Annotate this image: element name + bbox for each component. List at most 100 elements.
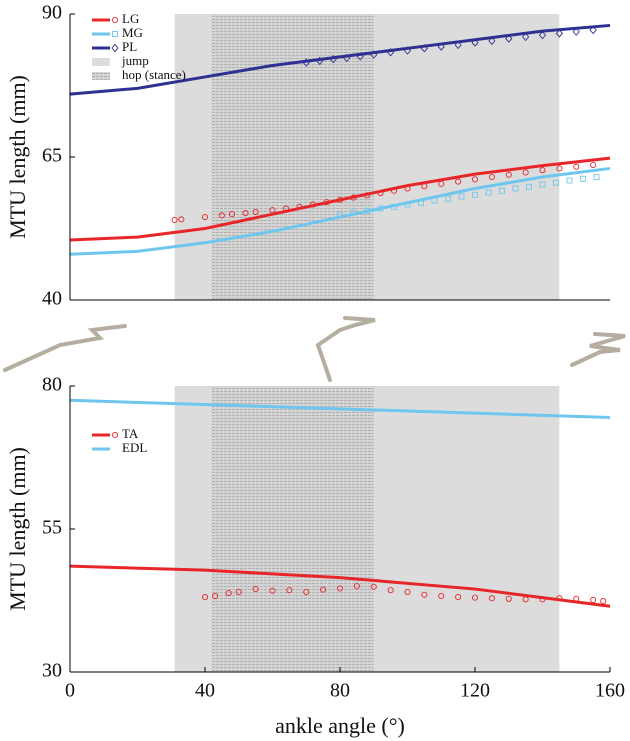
marker (522, 596, 529, 603)
marker (404, 201, 411, 208)
marker (539, 167, 546, 174)
marker (445, 195, 451, 202)
marker (573, 595, 580, 602)
marker (455, 594, 462, 601)
marker (390, 187, 398, 194)
marker (377, 205, 384, 212)
x-tick-label: 0 (65, 680, 75, 702)
marker (471, 594, 479, 601)
x-tick-label: 160 (595, 680, 625, 702)
marker (512, 185, 519, 192)
marker (526, 183, 532, 190)
legend-label: hop (stance) (122, 67, 186, 82)
marker (505, 595, 512, 602)
marker (421, 183, 428, 190)
marker (235, 588, 242, 595)
marker (458, 193, 465, 200)
series-line (69, 398, 611, 419)
marker (337, 211, 343, 218)
series-line (69, 564, 611, 608)
marker (111, 431, 119, 439)
series-line (69, 156, 611, 242)
marker (296, 203, 303, 210)
marker (343, 53, 351, 63)
marker (370, 50, 378, 59)
marker (590, 161, 597, 169)
marker (488, 595, 495, 602)
marker (112, 31, 118, 37)
marker (437, 42, 445, 51)
marker (309, 201, 317, 208)
marker (350, 194, 357, 201)
marker (539, 181, 546, 188)
marker (420, 44, 428, 53)
legend-label: MG (122, 25, 143, 40)
bone-right (570, 332, 626, 367)
marker (403, 46, 412, 55)
y-tick-label: 65 (42, 145, 62, 167)
marker (350, 209, 357, 216)
marker (553, 179, 559, 186)
marker (377, 189, 384, 197)
legend-label: PL (122, 39, 137, 54)
y-tick-label: 40 (42, 288, 62, 310)
marker (566, 177, 573, 184)
y-axis-label: MTU length (mm) (5, 75, 30, 239)
marker (455, 178, 462, 185)
marker (242, 210, 249, 217)
marker (269, 587, 276, 594)
marker (438, 180, 445, 187)
marker (364, 207, 370, 214)
legend-swatch (92, 58, 110, 66)
marker (555, 29, 563, 38)
x-tick-label: 40 (195, 680, 215, 702)
marker (600, 598, 607, 605)
marker (505, 171, 512, 178)
marker (302, 58, 310, 67)
marker (421, 591, 428, 598)
marker (580, 175, 586, 182)
marker (538, 30, 547, 40)
marker (228, 211, 236, 218)
marker (522, 32, 530, 42)
marker (485, 189, 492, 196)
marker (488, 36, 496, 46)
marker (111, 43, 119, 53)
marker (431, 197, 438, 204)
y-tick-label: 55 (42, 517, 62, 539)
marker (472, 191, 478, 198)
y-axis-label: MTU length (mm) (5, 447, 30, 611)
x-tick-label: 80 (330, 680, 350, 702)
bone-middle (315, 316, 376, 382)
marker (356, 52, 364, 61)
marker (336, 196, 344, 203)
legend-label: TA (122, 426, 139, 441)
y-tick-label: 80 (42, 374, 62, 396)
marker (111, 16, 119, 24)
marker (539, 596, 546, 603)
marker (488, 173, 495, 181)
marker (201, 214, 209, 221)
bone-sketches (3, 316, 626, 382)
x-tick-label: 120 (460, 680, 490, 702)
legend-label: LG (122, 11, 139, 26)
marker (252, 586, 259, 593)
marker (178, 216, 185, 223)
marker (171, 216, 178, 223)
legend-label: EDL (122, 440, 147, 455)
marker (316, 56, 324, 66)
marker (499, 187, 505, 194)
marker (286, 587, 293, 594)
marker (593, 174, 600, 180)
marker (590, 596, 597, 603)
series-line (69, 23, 611, 96)
marker (556, 595, 563, 602)
marker (329, 54, 337, 64)
legend-label: jump (121, 53, 149, 68)
marker (282, 205, 290, 212)
marker (370, 583, 377, 590)
marker (471, 176, 479, 183)
marker (404, 185, 411, 192)
